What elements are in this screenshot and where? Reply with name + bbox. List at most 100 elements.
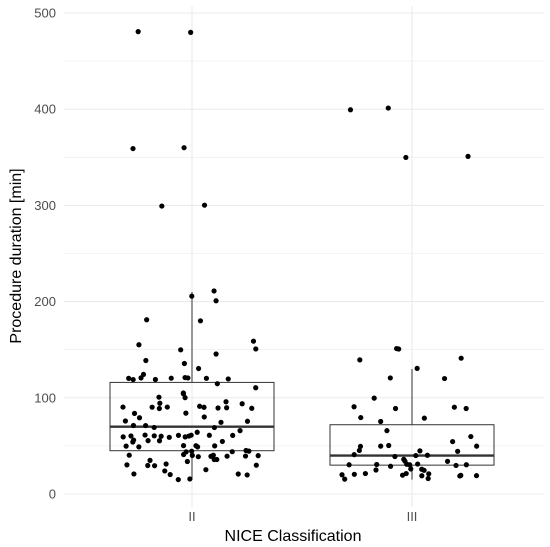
- data-point: [131, 437, 137, 443]
- data-point: [244, 418, 251, 424]
- x-tick-label: III: [407, 509, 418, 524]
- x-tick-label: II: [188, 509, 195, 524]
- y-tick-label: 400: [34, 102, 56, 117]
- data-point: [214, 456, 220, 463]
- data-point: [362, 470, 369, 477]
- data-point: [123, 443, 129, 449]
- data-point: [135, 29, 141, 35]
- data-point: [124, 462, 130, 468]
- y-tick-label: 100: [34, 390, 56, 405]
- data-point: [386, 442, 392, 449]
- data-point: [387, 463, 394, 469]
- data-point: [424, 452, 431, 458]
- data-point: [187, 476, 193, 482]
- data-point: [120, 404, 126, 410]
- data-point: [403, 154, 409, 161]
- data-point: [120, 434, 126, 440]
- data-point: [195, 454, 201, 460]
- data-point: [126, 375, 132, 381]
- data-point: [147, 457, 153, 463]
- data-point: [419, 473, 425, 479]
- data-point: [384, 428, 390, 434]
- data-point: [453, 462, 459, 469]
- data-point: [183, 410, 189, 416]
- data-point: [158, 433, 164, 439]
- data-point: [347, 107, 354, 113]
- data-point: [417, 448, 423, 454]
- data-point: [122, 418, 129, 424]
- data-point: [465, 153, 471, 159]
- data-point: [255, 453, 261, 459]
- data-point: [197, 318, 204, 324]
- data-point: [167, 471, 173, 478]
- data-point: [374, 461, 380, 468]
- data-point: [421, 467, 427, 473]
- y-tick-label: 500: [34, 6, 56, 21]
- data-point: [230, 432, 236, 439]
- y-tick-label: 200: [34, 294, 56, 309]
- data-point: [458, 472, 464, 478]
- data-point: [178, 347, 184, 353]
- data-point: [413, 452, 419, 459]
- data-point: [455, 448, 461, 454]
- data-point: [151, 424, 157, 431]
- data-point: [351, 404, 357, 410]
- data-point: [415, 461, 421, 467]
- data-point: [243, 447, 249, 454]
- data-point: [253, 346, 259, 352]
- data-point: [203, 467, 209, 473]
- data-points: [120, 29, 480, 483]
- data-point: [136, 342, 142, 348]
- data-point: [463, 462, 469, 468]
- data-point: [142, 432, 148, 438]
- points-II: [120, 29, 261, 483]
- data-point: [193, 443, 199, 449]
- data-point: [351, 452, 357, 458]
- data-point: [242, 453, 249, 459]
- data-point: [401, 456, 407, 462]
- data-point: [130, 422, 137, 429]
- points-III: [339, 105, 480, 482]
- data-point: [371, 395, 377, 401]
- data-point: [392, 453, 398, 460]
- y-axis-title: Procedure duration [min]: [8, 168, 25, 343]
- data-point: [201, 202, 208, 208]
- data-point: [143, 422, 149, 429]
- data-point: [210, 452, 216, 458]
- data-point: [128, 433, 134, 439]
- grid-lines: [64, 6, 544, 507]
- data-point: [249, 405, 255, 411]
- data-point: [189, 448, 195, 454]
- data-point: [144, 317, 150, 323]
- data-point: [244, 472, 250, 478]
- data-point: [351, 471, 357, 477]
- data-point: [458, 355, 464, 361]
- data-point: [212, 443, 218, 449]
- data-point: [152, 376, 159, 383]
- data-point: [163, 461, 169, 467]
- data-point: [175, 432, 182, 438]
- data-point: [151, 433, 157, 439]
- data-point: [385, 105, 391, 111]
- data-point: [181, 145, 187, 151]
- data-point: [346, 462, 352, 468]
- data-point: [188, 29, 194, 35]
- data-point: [189, 293, 195, 299]
- data-point: [211, 424, 218, 431]
- data-point: [145, 462, 151, 469]
- data-point: [156, 405, 162, 412]
- data-point: [225, 376, 231, 382]
- data-point: [181, 360, 187, 367]
- data-point: [164, 404, 170, 410]
- data-point: [194, 429, 200, 435]
- data-point: [468, 433, 474, 440]
- data-point: [339, 472, 345, 478]
- data-point: [166, 434, 172, 440]
- data-point: [159, 203, 165, 209]
- data-point: [201, 404, 207, 410]
- data-point: [182, 374, 188, 381]
- data-point: [219, 438, 225, 445]
- data-point: [450, 438, 456, 445]
- data-point: [392, 405, 399, 412]
